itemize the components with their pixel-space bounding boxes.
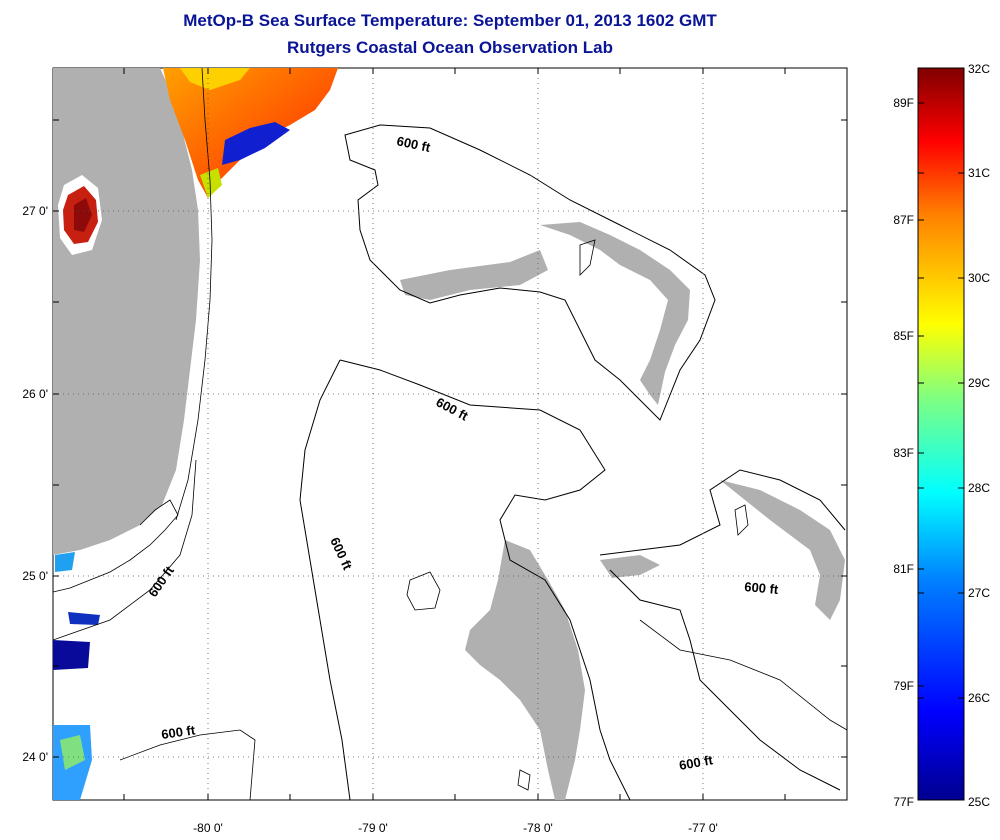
lon-labels: -80 0' -79 0' -78 0' -77 0' [193, 821, 718, 835]
colorbar-fahrenheit-labels: 89F 87F 85F 83F 81F 79F 77F [893, 96, 914, 809]
c-label-32: 32C [968, 62, 990, 76]
map-content [53, 68, 847, 800]
c-label-30: 30C [968, 271, 990, 285]
tick-marks [53, 68, 847, 800]
lat-label-2: 26 0' [22, 387, 48, 401]
figure-title: MetOp-B Sea Surface Temperature: Septemb… [183, 11, 717, 30]
florida-shelf-contour [175, 68, 213, 521]
c-label-26: 26C [968, 691, 990, 705]
figure-subtitle: Rutgers Coastal Ocean Observation Lab [287, 38, 613, 57]
colorbar-celsius-labels: 32C 31C 30C 29C 28C 27C 26C 25C [968, 62, 990, 809]
c-label-27: 27C [968, 586, 990, 600]
f-label-85: 85F [893, 329, 914, 343]
lon-label-2: -79 0' [358, 821, 388, 835]
c-label-25: 25C [968, 795, 990, 809]
lat-label-1: 27 0' [22, 204, 48, 218]
f-label-87: 87F [893, 213, 914, 227]
cold-patch-1 [53, 640, 90, 670]
c-label-28: 28C [968, 481, 990, 495]
colorbar [917, 67, 965, 801]
great-bahama-bank-contour [339, 359, 631, 800]
contour-label-5: 600 ft [744, 579, 780, 597]
andros-land [465, 540, 585, 800]
lon-label-3: -78 0' [523, 821, 553, 835]
lon-label-4: -77 0' [688, 821, 718, 835]
contour-label-7: 600 ft [678, 752, 715, 773]
lat-labels: 27 0' 26 0' 25 0' 24 0' [22, 204, 48, 764]
contour-label-1: 600 ft [395, 133, 432, 155]
graticule [53, 68, 847, 800]
little-bahama-bank-contour [344, 124, 716, 421]
exuma-land [720, 480, 845, 620]
colorbar-ticks [918, 102, 964, 699]
f-label-81: 81F [893, 562, 914, 576]
eleuthera-land [600, 555, 660, 578]
grand-bahama-land [400, 250, 548, 300]
c-label-31: 31C [968, 166, 990, 180]
f-label-79: 79F [893, 679, 914, 693]
f-label-89: 89F [893, 96, 914, 110]
lat-label-4: 24 0' [22, 750, 48, 764]
f-label-83: 83F [893, 446, 914, 460]
contour-label-6: 600 ft [160, 722, 196, 742]
c-label-29: 29C [968, 376, 990, 390]
lon-label-1: -80 0' [193, 821, 223, 835]
lat-label-3: 25 0' [22, 569, 48, 583]
f-label-77: 77F [893, 795, 914, 809]
abaco-land [540, 222, 690, 405]
